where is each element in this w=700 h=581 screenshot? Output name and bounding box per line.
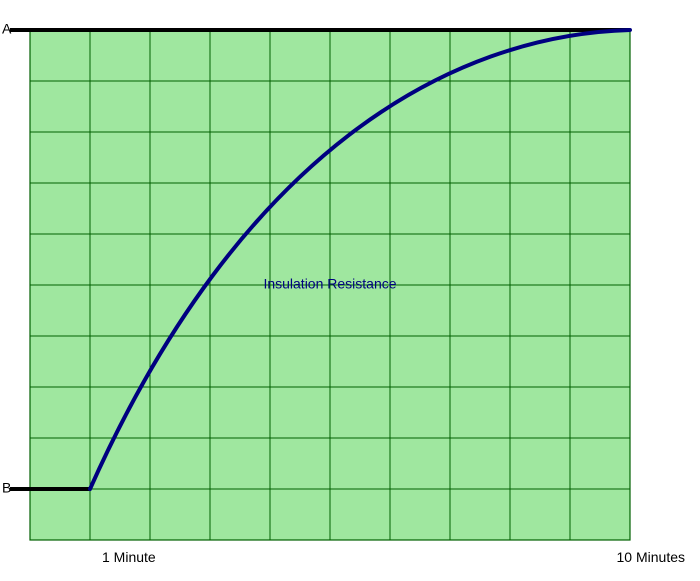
x-label-right: 10 Minutes	[617, 549, 685, 565]
chart-svg: A B 1 Minute 10 Minutes Insulation Resis…	[0, 0, 700, 581]
label-b: B	[2, 480, 11, 496]
chart-container: A B 1 Minute 10 Minutes Insulation Resis…	[0, 0, 700, 581]
label-a: A	[2, 21, 12, 37]
x-label-left: 1 Minute	[102, 549, 156, 565]
center-label: Insulation Resistance	[263, 276, 396, 292]
